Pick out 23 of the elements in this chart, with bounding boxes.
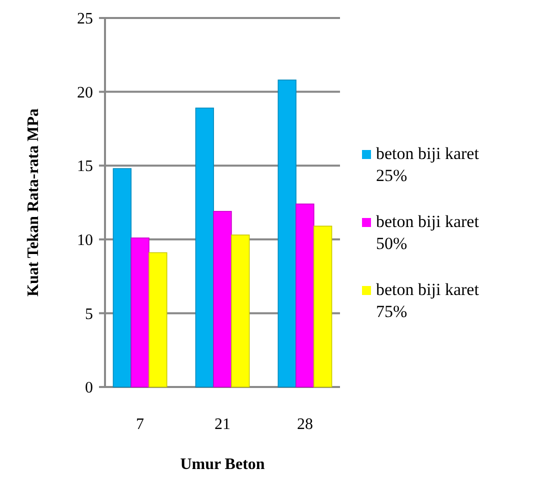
y-axis-title: Kuat Tekan Rata-rata MPa xyxy=(25,108,42,296)
x-tick-label: 21 xyxy=(214,416,230,433)
x-axis-title: Umur Beton xyxy=(180,456,265,473)
bar xyxy=(296,204,314,388)
bar xyxy=(313,226,332,388)
y-tick-label: 15 xyxy=(77,158,93,176)
legend-label: beton biji karet 75% xyxy=(376,280,480,321)
bar xyxy=(278,80,296,388)
x-tick-label: 28 xyxy=(296,416,313,433)
bar xyxy=(130,238,150,388)
bar xyxy=(231,234,250,388)
y-tick-label: 0 xyxy=(85,380,93,397)
y-tick-label: 10 xyxy=(77,232,93,249)
bar xyxy=(195,108,214,388)
legend-label: beton biji karet 50% xyxy=(376,212,480,253)
bar xyxy=(148,252,168,388)
y-tick-label: 20 xyxy=(77,84,93,102)
y-tick-label: 5 xyxy=(85,306,93,323)
bar xyxy=(213,210,232,388)
x-tick-label: 7 xyxy=(136,416,144,433)
bar xyxy=(112,168,132,388)
y-tick-label: 25 xyxy=(77,10,93,28)
legend-label: beton biji karet 25% xyxy=(376,144,480,185)
